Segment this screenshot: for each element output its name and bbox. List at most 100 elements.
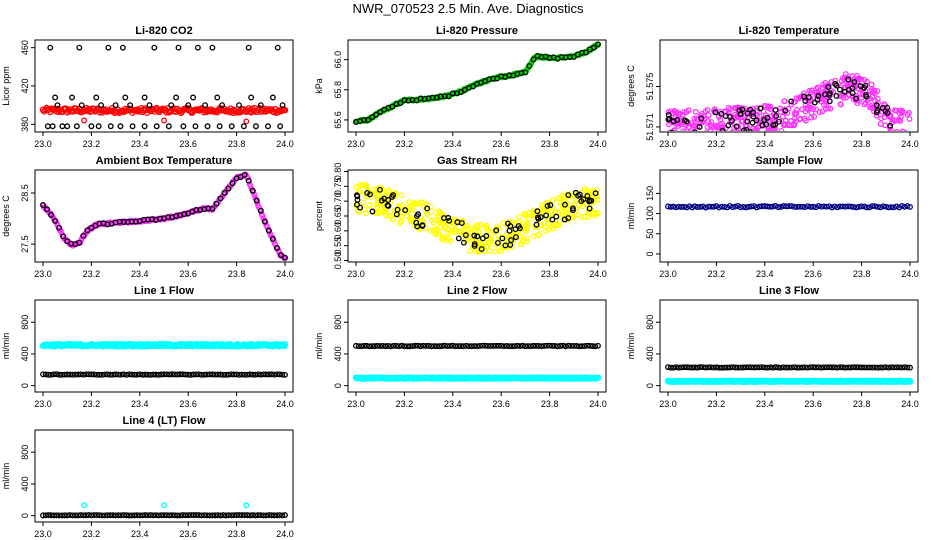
data-point bbox=[678, 204, 685, 210]
data-point bbox=[756, 364, 763, 371]
data-point bbox=[576, 343, 583, 350]
y-tick-label: 0.80 bbox=[333, 163, 343, 181]
data-point bbox=[220, 371, 227, 378]
x-tick-label: 24.0 bbox=[901, 139, 919, 149]
chart-panel-10: Line 4 (LT) Flow ml/min 23.0 23.2 23.4 23.6 23… bbox=[1, 415, 294, 539]
x-tick-label: 24.0 bbox=[276, 399, 294, 409]
chart-panel-5: Gas Stream RH percent 23.0 23.2 23.4 23.6 23.8… bbox=[314, 155, 607, 279]
data-point bbox=[874, 88, 881, 94]
data-point bbox=[487, 343, 494, 349]
data-point bbox=[708, 203, 714, 210]
data-point bbox=[570, 53, 577, 60]
data-point bbox=[214, 512, 221, 519]
data-point bbox=[417, 343, 424, 350]
data-point bbox=[361, 342, 368, 349]
data-point bbox=[244, 512, 251, 519]
x-tick-label: 23.0 bbox=[659, 139, 677, 149]
data-point bbox=[581, 343, 588, 350]
data-point bbox=[265, 227, 272, 234]
data-point bbox=[356, 182, 363, 189]
data-point bbox=[665, 364, 671, 371]
data-point bbox=[534, 214, 541, 221]
data-point bbox=[239, 512, 245, 519]
data-point bbox=[702, 204, 709, 211]
data-point bbox=[591, 44, 597, 51]
data-point bbox=[810, 105, 817, 112]
plot-frame bbox=[347, 39, 607, 133]
data-point bbox=[93, 94, 100, 101]
data-point bbox=[471, 343, 478, 350]
data-point bbox=[396, 343, 402, 350]
data-point bbox=[733, 132, 738, 137]
data-point bbox=[552, 343, 558, 349]
data-point bbox=[358, 343, 365, 350]
data-point bbox=[229, 180, 236, 187]
data-point bbox=[485, 227, 492, 234]
data-point bbox=[439, 236, 446, 243]
data-point bbox=[862, 91, 869, 98]
data-point bbox=[269, 94, 276, 101]
x-tick-label: 23.2 bbox=[396, 139, 414, 149]
data-point bbox=[460, 343, 467, 350]
data-point bbox=[88, 371, 95, 378]
x-tick-label: 23.0 bbox=[34, 529, 52, 539]
data-point bbox=[698, 135, 703, 140]
data-point bbox=[177, 512, 184, 519]
data-point bbox=[813, 85, 820, 92]
data-point bbox=[56, 512, 63, 519]
data-point bbox=[49, 123, 56, 130]
data-point bbox=[105, 44, 112, 51]
data-point bbox=[414, 223, 421, 230]
plot-frame bbox=[347, 299, 607, 393]
data-point bbox=[718, 110, 725, 117]
data-point bbox=[888, 364, 895, 371]
data-point bbox=[180, 123, 187, 130]
data-point bbox=[806, 88, 813, 94]
data-point bbox=[243, 502, 250, 509]
data-point bbox=[77, 371, 84, 378]
data-point bbox=[190, 371, 197, 378]
data-point bbox=[198, 371, 205, 378]
data-point bbox=[858, 364, 865, 371]
data-point bbox=[906, 378, 914, 385]
data-point bbox=[851, 79, 858, 85]
y-tick-label: 0 bbox=[20, 383, 30, 388]
data-point bbox=[732, 132, 737, 137]
data-point bbox=[118, 512, 124, 519]
data-point bbox=[882, 364, 889, 371]
data-point bbox=[495, 342, 502, 349]
data-point bbox=[73, 123, 80, 130]
data-point bbox=[869, 364, 876, 371]
data-point bbox=[187, 512, 194, 519]
data-point bbox=[112, 371, 119, 378]
data-point bbox=[530, 233, 537, 240]
data-point bbox=[204, 123, 211, 130]
data-point bbox=[666, 115, 673, 122]
data-point bbox=[439, 343, 445, 349]
data-point bbox=[410, 207, 417, 214]
data-point bbox=[783, 364, 790, 371]
data-point bbox=[525, 215, 532, 222]
data-point bbox=[831, 364, 838, 371]
data-point bbox=[212, 371, 219, 378]
data-point bbox=[134, 512, 141, 519]
data-point bbox=[398, 213, 405, 220]
data-point bbox=[455, 235, 462, 242]
data-point bbox=[588, 197, 595, 204]
data-point bbox=[887, 122, 894, 129]
data-point bbox=[683, 134, 688, 139]
data-point bbox=[673, 364, 680, 371]
data-point bbox=[589, 343, 596, 350]
data-point bbox=[794, 203, 801, 210]
data-point bbox=[236, 102, 242, 109]
data-point bbox=[533, 221, 540, 228]
data-point bbox=[141, 94, 148, 101]
data-point bbox=[282, 512, 288, 519]
data-point bbox=[107, 123, 114, 130]
data-point bbox=[555, 222, 562, 229]
data-point bbox=[379, 186, 386, 193]
data-point bbox=[217, 371, 224, 378]
data-point bbox=[56, 371, 63, 378]
data-point bbox=[667, 364, 674, 371]
data-point bbox=[750, 128, 757, 131]
